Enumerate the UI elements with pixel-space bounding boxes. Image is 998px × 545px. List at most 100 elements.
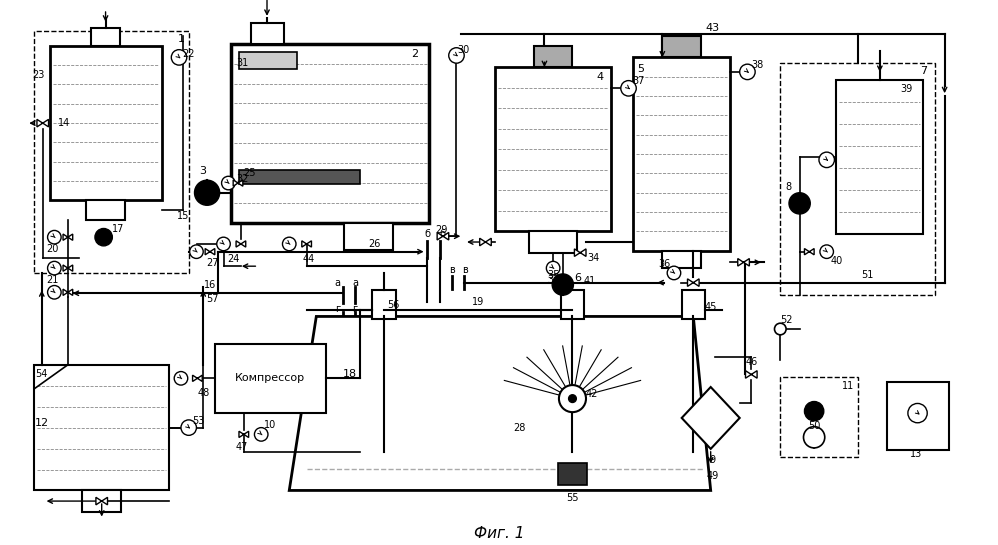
Text: Компрессор: Компрессор <box>235 373 305 383</box>
Circle shape <box>819 152 834 167</box>
Circle shape <box>217 237 231 251</box>
Text: г: г <box>335 304 340 314</box>
Text: 1: 1 <box>178 34 185 44</box>
Text: 49: 49 <box>707 471 719 481</box>
Circle shape <box>804 402 823 421</box>
Circle shape <box>820 245 833 258</box>
Polygon shape <box>63 234 73 240</box>
Polygon shape <box>301 241 311 247</box>
Circle shape <box>552 274 574 295</box>
Text: 50: 50 <box>808 421 820 431</box>
Text: 51: 51 <box>861 270 873 280</box>
Polygon shape <box>193 375 203 382</box>
Polygon shape <box>63 289 73 295</box>
Text: 19: 19 <box>472 297 484 307</box>
Bar <box>836 80 923 234</box>
Text: в: в <box>462 265 468 275</box>
Text: 43: 43 <box>706 23 720 33</box>
Text: б: б <box>439 229 445 239</box>
Text: а: а <box>352 277 358 288</box>
Bar <box>558 463 587 485</box>
Bar <box>663 251 701 268</box>
Text: 37: 37 <box>632 76 645 86</box>
Text: 12: 12 <box>35 418 49 428</box>
Polygon shape <box>234 180 243 186</box>
Circle shape <box>48 262 61 275</box>
Bar <box>34 31 189 273</box>
Circle shape <box>254 428 268 441</box>
Polygon shape <box>437 233 449 240</box>
Circle shape <box>172 50 187 65</box>
Text: 40: 40 <box>830 256 842 267</box>
Text: 2: 2 <box>411 49 418 58</box>
Bar <box>91 28 120 46</box>
Text: 33: 33 <box>547 275 559 284</box>
Polygon shape <box>63 265 73 271</box>
Text: 55: 55 <box>566 493 579 503</box>
Text: Фиг. 1: Фиг. 1 <box>474 526 524 541</box>
Text: 27: 27 <box>207 258 220 268</box>
Text: 11: 11 <box>842 381 854 391</box>
Polygon shape <box>206 249 215 255</box>
Text: 38: 38 <box>750 60 763 70</box>
Text: 8: 8 <box>785 182 791 192</box>
Circle shape <box>789 193 810 214</box>
Circle shape <box>181 420 197 435</box>
Text: 5: 5 <box>638 64 645 74</box>
Text: г: г <box>352 304 357 314</box>
Text: 25: 25 <box>244 168 255 178</box>
Polygon shape <box>37 119 49 127</box>
Text: в: в <box>449 265 454 275</box>
Bar <box>780 377 857 457</box>
Polygon shape <box>239 431 249 438</box>
Bar <box>34 365 170 490</box>
Text: 14: 14 <box>58 118 71 128</box>
Text: 30: 30 <box>457 45 469 55</box>
Bar <box>250 22 284 44</box>
Bar <box>239 52 297 69</box>
Text: 46: 46 <box>746 357 757 367</box>
Polygon shape <box>804 249 814 255</box>
Text: 13: 13 <box>909 449 922 459</box>
Circle shape <box>95 228 113 246</box>
Text: 48: 48 <box>197 388 210 398</box>
Bar <box>634 57 730 251</box>
Bar <box>663 36 701 57</box>
Text: 20: 20 <box>46 244 59 254</box>
Text: 24: 24 <box>227 255 240 264</box>
Text: 29: 29 <box>435 226 447 235</box>
Text: а: а <box>334 277 340 288</box>
Bar <box>215 343 326 413</box>
Polygon shape <box>289 317 711 490</box>
Circle shape <box>175 372 188 385</box>
Text: 23: 23 <box>33 70 45 80</box>
Polygon shape <box>237 241 246 247</box>
Bar <box>86 201 125 220</box>
Polygon shape <box>746 371 757 378</box>
Circle shape <box>190 245 204 258</box>
Circle shape <box>449 48 464 63</box>
Bar <box>232 44 429 223</box>
Circle shape <box>546 262 560 275</box>
Polygon shape <box>575 249 586 256</box>
Circle shape <box>48 231 61 244</box>
Circle shape <box>559 385 586 412</box>
Bar <box>83 490 121 512</box>
Circle shape <box>282 237 296 251</box>
Text: 47: 47 <box>236 442 249 452</box>
Circle shape <box>803 427 824 448</box>
Polygon shape <box>682 387 740 449</box>
Bar <box>561 290 584 319</box>
Bar <box>372 290 395 319</box>
Polygon shape <box>96 497 108 505</box>
Text: 3: 3 <box>199 166 206 177</box>
Text: 17: 17 <box>112 225 125 234</box>
Circle shape <box>621 81 637 96</box>
Text: 16: 16 <box>204 280 217 289</box>
Bar <box>529 232 577 253</box>
Bar <box>239 169 360 184</box>
Bar <box>534 46 573 67</box>
Text: 6: 6 <box>574 273 581 283</box>
Text: 34: 34 <box>588 253 600 263</box>
Text: 52: 52 <box>779 316 792 325</box>
